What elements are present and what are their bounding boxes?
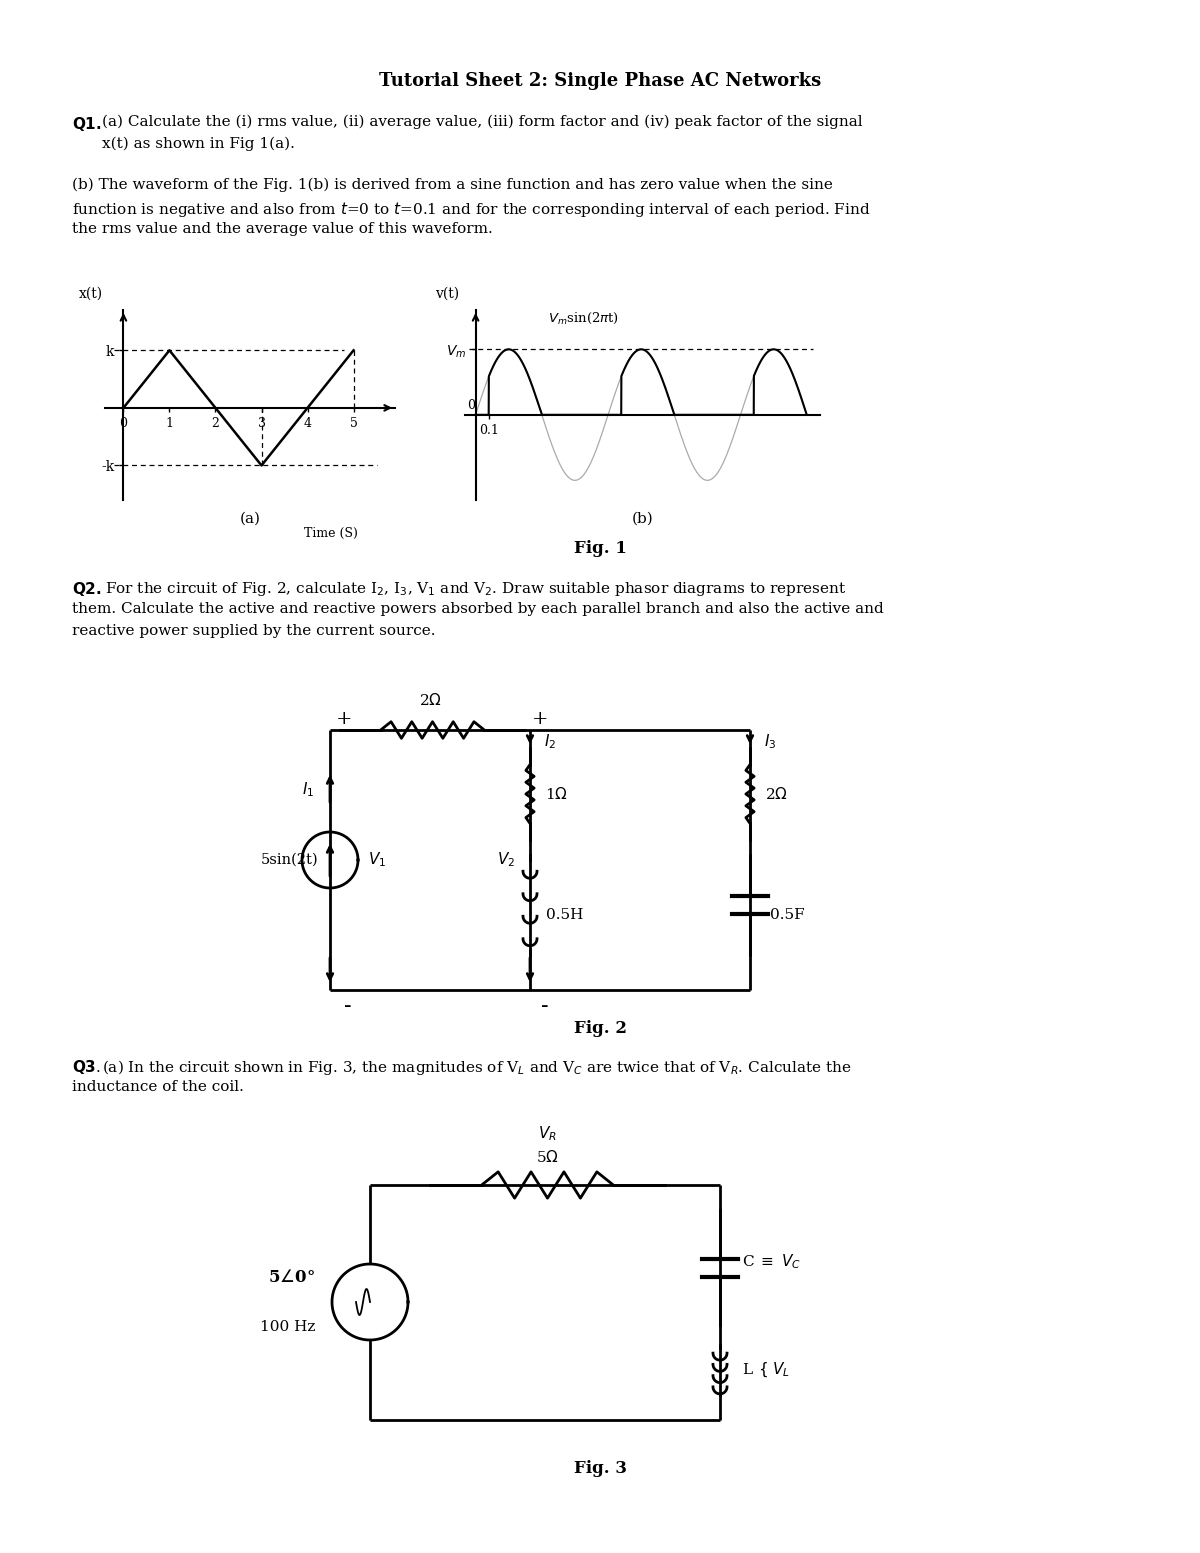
Text: x(t) as shown in Fig 1(a).: x(t) as shown in Fig 1(a). bbox=[102, 137, 295, 151]
Text: $I_1$: $I_1$ bbox=[301, 781, 314, 800]
Text: $V_m$sin(2$\pi$t): $V_m$sin(2$\pi$t) bbox=[548, 311, 619, 326]
Text: $\{$ $V_L$: $\{$ $V_L$ bbox=[758, 1360, 791, 1379]
Text: Tutorial Sheet 2: Single Phase AC Networks: Tutorial Sheet 2: Single Phase AC Networ… bbox=[379, 71, 821, 90]
Text: $I_2$: $I_2$ bbox=[544, 733, 556, 752]
Text: -: - bbox=[344, 995, 352, 1017]
Text: Fig. 1: Fig. 1 bbox=[574, 540, 626, 558]
Text: them. Calculate the active and reactive powers absorbed by each parallel branch : them. Calculate the active and reactive … bbox=[72, 603, 883, 617]
Text: 0.5H: 0.5H bbox=[546, 909, 583, 922]
Text: 2$\Omega$: 2$\Omega$ bbox=[419, 693, 442, 708]
Text: (a): (a) bbox=[240, 512, 260, 526]
Text: 5sin(2t): 5sin(2t) bbox=[260, 853, 318, 867]
X-axis label: Time (S): Time (S) bbox=[305, 526, 358, 539]
Text: $\mathbf{Q1.}$: $\mathbf{Q1.}$ bbox=[72, 115, 102, 134]
Text: 1$\Omega$: 1$\Omega$ bbox=[545, 786, 568, 801]
Text: $\mathbf{Q2.}$: $\mathbf{Q2.}$ bbox=[72, 579, 102, 598]
Text: (b): (b) bbox=[632, 512, 654, 526]
Text: Fig. 3: Fig. 3 bbox=[574, 1460, 626, 1477]
Text: 100 Hz: 100 Hz bbox=[259, 1320, 314, 1334]
Text: C: C bbox=[742, 1255, 754, 1269]
Text: (b) The waveform of the Fig. 1(b) is derived from a sine function and has zero v: (b) The waveform of the Fig. 1(b) is der… bbox=[72, 179, 833, 193]
Text: $\equiv$ $V_C$: $\equiv$ $V_C$ bbox=[758, 1253, 802, 1272]
Text: +: + bbox=[532, 710, 548, 728]
Text: (a) Calculate the (i) rms value, (ii) average value, (iii) form factor and (iv) : (a) Calculate the (i) rms value, (ii) av… bbox=[102, 115, 863, 129]
Text: Fig. 2: Fig. 2 bbox=[574, 1020, 626, 1037]
Text: 5$\Omega$: 5$\Omega$ bbox=[535, 1149, 558, 1165]
Text: For the circuit of Fig. 2, calculate I$_2$, I$_3$, V$_1$ and V$_2$. Draw suitabl: For the circuit of Fig. 2, calculate I$_… bbox=[106, 579, 846, 598]
Text: 0: 0 bbox=[468, 399, 475, 412]
Text: -: - bbox=[541, 995, 548, 1017]
Y-axis label: v(t): v(t) bbox=[436, 286, 460, 300]
Text: 0.5F: 0.5F bbox=[770, 909, 805, 922]
Text: $I_3$: $I_3$ bbox=[764, 733, 776, 752]
Text: +: + bbox=[336, 710, 353, 728]
Text: function is negative and also from $t$=0 to $t$=0.1 and for the corresponding in: function is negative and also from $t$=0… bbox=[72, 200, 870, 219]
Text: $V_1$: $V_1$ bbox=[368, 851, 386, 870]
Text: 5$\angle$0°: 5$\angle$0° bbox=[268, 1269, 314, 1286]
Text: L: L bbox=[742, 1364, 752, 1378]
Text: reactive power supplied by the current source.: reactive power supplied by the current s… bbox=[72, 624, 436, 638]
Text: inductance of the coil.: inductance of the coil. bbox=[72, 1079, 244, 1093]
Text: 2$\Omega$: 2$\Omega$ bbox=[766, 786, 788, 801]
Text: the rms value and the average value of this waveform.: the rms value and the average value of t… bbox=[72, 222, 493, 236]
Text: $V_R$: $V_R$ bbox=[538, 1124, 557, 1143]
Text: $V_2$: $V_2$ bbox=[497, 851, 515, 870]
Text: (a) In the circuit shown in Fig. 3, the magnitudes of V$_L$ and V$_C$ are twice : (a) In the circuit shown in Fig. 3, the … bbox=[102, 1058, 852, 1076]
Y-axis label: x(t): x(t) bbox=[78, 286, 102, 300]
Text: $\mathbf{Q3}$.: $\mathbf{Q3}$. bbox=[72, 1058, 101, 1076]
